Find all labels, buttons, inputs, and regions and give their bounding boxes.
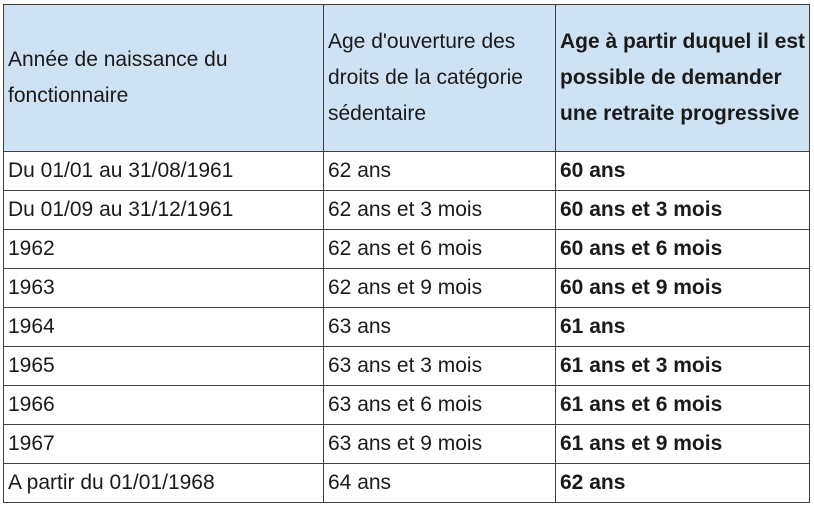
progressive-age-cell: 62 ans	[555, 463, 810, 503]
table-row: 1962 62 ans et 6 mois 60 ans et 6 mois	[3, 229, 810, 269]
sedentary-age-cell: 63 ans et 9 mois	[323, 424, 556, 464]
birth-year-cell: 1966	[3, 385, 324, 425]
progressive-age-cell: 61 ans et 6 mois	[555, 385, 810, 425]
progressive-age-cell: 61 ans	[555, 307, 810, 347]
sedentary-age-cell: 63 ans et 3 mois	[323, 346, 556, 386]
sedentary-age-cell: 62 ans et 9 mois	[323, 268, 556, 308]
progressive-age-cell: 60 ans et 6 mois	[555, 229, 810, 269]
table-row: 1966 63 ans et 6 mois 61 ans et 6 mois	[3, 385, 810, 425]
birth-year-cell: 1965	[3, 346, 324, 386]
birth-year-cell: 1967	[3, 424, 324, 464]
retirement-age-table: Année de naissance du fonctionnaire Age …	[3, 4, 810, 503]
table-header-row: Année de naissance du fonctionnaire Age …	[3, 4, 810, 152]
birth-year-cell: 1963	[3, 268, 324, 308]
birth-year-cell: 1964	[3, 307, 324, 347]
table-row: 1964 63 ans 61 ans	[3, 307, 810, 347]
sedentary-age-cell: 62 ans et 3 mois	[323, 190, 556, 230]
sedentary-age-cell: 62 ans et 6 mois	[323, 229, 556, 269]
table-row: Du 01/01 au 31/08/1961 62 ans 60 ans	[3, 151, 810, 191]
birth-year-cell: 1962	[3, 229, 324, 269]
table-row: 1963 62 ans et 9 mois 60 ans et 9 mois	[3, 268, 810, 308]
sedentary-age-cell: 63 ans	[323, 307, 556, 347]
table-row: A partir du 01/01/1968 64 ans 62 ans	[3, 463, 810, 503]
header-sedentary-rights-age: Age d'ouverture des droits de la catégor…	[323, 4, 556, 152]
table-row: Du 01/09 au 31/12/1961 62 ans et 3 mois …	[3, 190, 810, 230]
progressive-age-cell: 60 ans et 3 mois	[555, 190, 810, 230]
birth-year-cell: Du 01/09 au 31/12/1961	[3, 190, 324, 230]
header-progressive-retirement-age: Age à partir duquel il est possible de d…	[555, 4, 810, 152]
birth-year-cell: A partir du 01/01/1968	[3, 463, 324, 503]
progressive-age-cell: 61 ans et 3 mois	[555, 346, 810, 386]
progressive-age-cell: 60 ans	[555, 151, 810, 191]
progressive-age-cell: 61 ans et 9 mois	[555, 424, 810, 464]
table-row: 1967 63 ans et 9 mois 61 ans et 9 mois	[3, 424, 810, 464]
sedentary-age-cell: 63 ans et 6 mois	[323, 385, 556, 425]
header-birth-year: Année de naissance du fonctionnaire	[3, 4, 324, 152]
sedentary-age-cell: 64 ans	[323, 463, 556, 503]
sedentary-age-cell: 62 ans	[323, 151, 556, 191]
table-row: 1965 63 ans et 3 mois 61 ans et 3 mois	[3, 346, 810, 386]
birth-year-cell: Du 01/01 au 31/08/1961	[3, 151, 324, 191]
progressive-age-cell: 60 ans et 9 mois	[555, 268, 810, 308]
